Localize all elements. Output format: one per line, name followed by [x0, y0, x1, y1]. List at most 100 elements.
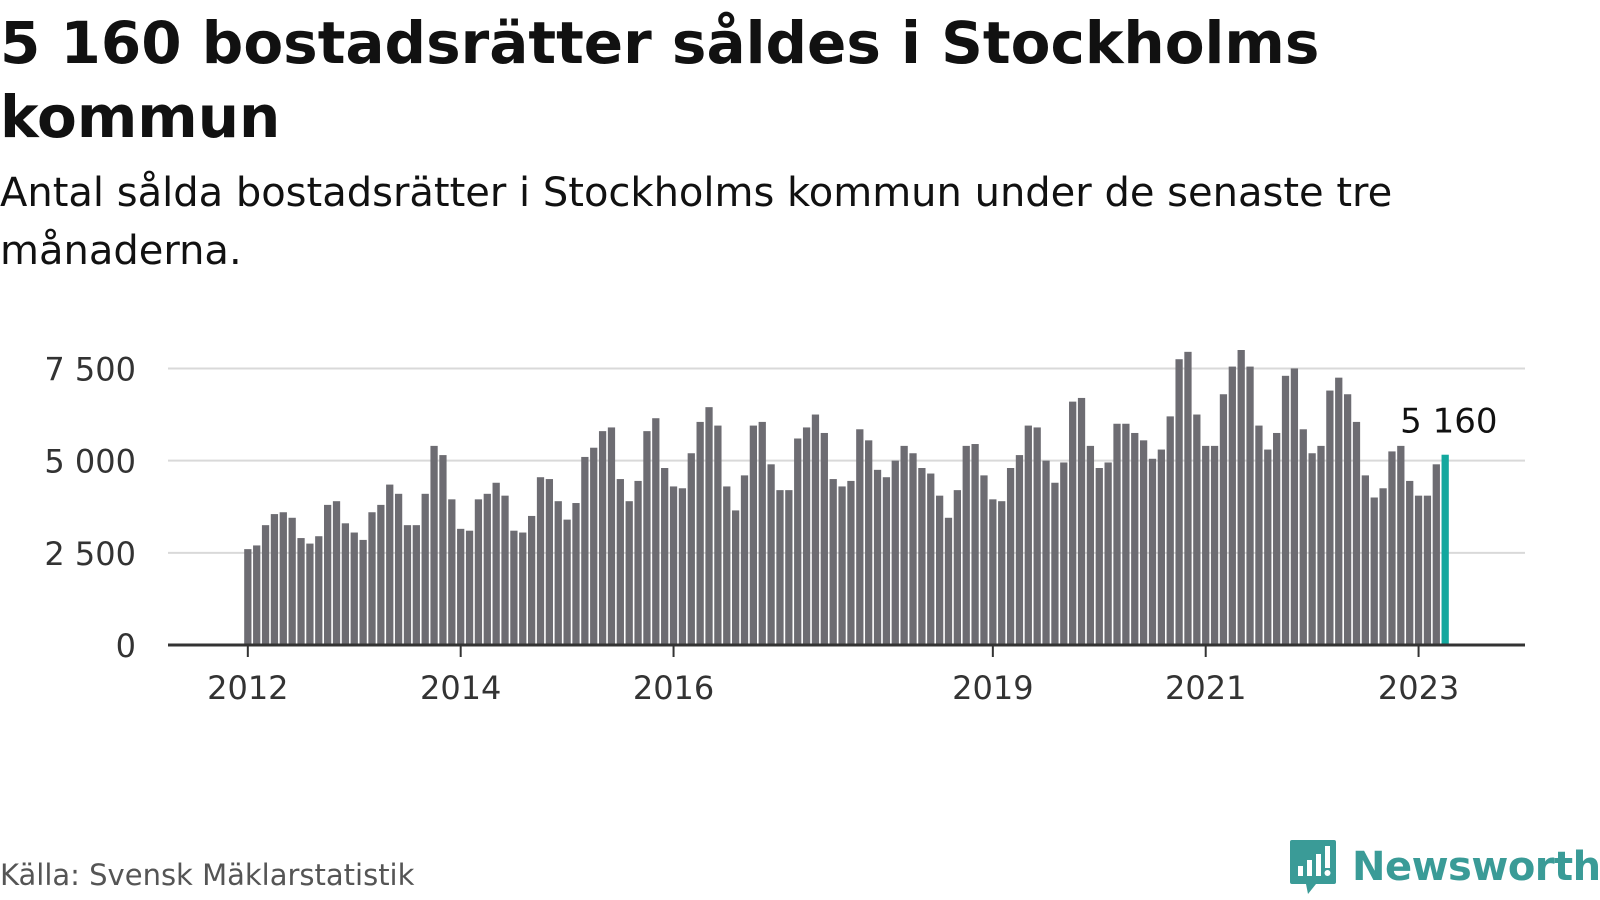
source-note: Källa: Svensk Mäklarstatistik	[0, 858, 414, 892]
bar	[874, 470, 881, 645]
bar	[1087, 446, 1094, 645]
bar	[679, 488, 686, 645]
brand-name: Newsworthy	[1352, 844, 1600, 890]
bar	[404, 525, 411, 645]
bar	[1096, 468, 1103, 645]
bar	[670, 486, 677, 645]
brand-logo[interactable]: Newsworthy	[1288, 838, 1600, 896]
bar	[1034, 427, 1041, 645]
bar	[510, 531, 517, 645]
x-tick-label: 2021	[1165, 669, 1246, 707]
x-tick-label: 2012	[207, 669, 288, 707]
bar	[466, 531, 473, 645]
bar	[989, 499, 996, 645]
bar	[1175, 359, 1182, 645]
bar	[359, 540, 366, 645]
bar	[599, 431, 606, 645]
bar	[1309, 453, 1316, 645]
bar	[395, 494, 402, 645]
bar	[351, 533, 358, 645]
bar	[936, 496, 943, 645]
bar	[1415, 496, 1422, 645]
bar	[1229, 367, 1236, 645]
bar	[1379, 488, 1386, 645]
bar	[555, 501, 562, 645]
bar	[1060, 462, 1067, 645]
bar	[422, 494, 429, 645]
bar	[1273, 433, 1280, 645]
bar	[537, 477, 544, 645]
bar	[927, 474, 934, 645]
bar	[1344, 394, 1351, 645]
bar	[484, 494, 491, 645]
bar	[1335, 378, 1342, 645]
bar	[1264, 450, 1271, 645]
bar	[838, 486, 845, 645]
bar	[963, 446, 970, 645]
y-tick-label: 0	[116, 627, 136, 665]
bar	[892, 461, 899, 645]
bar	[626, 501, 633, 645]
bar	[528, 516, 535, 645]
bar-highlight	[1442, 455, 1449, 645]
bar	[617, 479, 624, 645]
bar	[1300, 429, 1307, 645]
bar	[741, 475, 748, 645]
bar	[1371, 498, 1378, 646]
bar	[1149, 459, 1156, 645]
bar	[714, 426, 721, 645]
bar	[909, 453, 916, 645]
bar	[776, 490, 783, 645]
bar	[1051, 483, 1058, 645]
bar	[1211, 446, 1218, 645]
bar	[342, 523, 349, 645]
bar	[581, 457, 588, 645]
bar	[590, 448, 597, 645]
bar	[448, 499, 455, 645]
bar	[785, 490, 792, 645]
bar-chart: 0 2 500 5 000 7 500 2012 2014 2016 2019 2021 2023…	[0, 330, 1600, 720]
bar	[1433, 464, 1440, 645]
bar	[306, 544, 313, 645]
bar	[297, 538, 304, 645]
bar	[1025, 426, 1032, 645]
bar	[439, 455, 446, 645]
bar	[563, 520, 570, 645]
bar	[1406, 481, 1413, 645]
bar	[1246, 367, 1253, 645]
bar	[1069, 402, 1076, 645]
bar	[1282, 376, 1289, 645]
bar	[1424, 496, 1431, 645]
bar	[821, 433, 828, 645]
bar	[750, 426, 757, 645]
bar	[1078, 398, 1085, 645]
bar	[271, 514, 278, 645]
bar	[1042, 461, 1049, 645]
bar	[1158, 450, 1165, 645]
bar	[847, 481, 854, 645]
bar	[501, 496, 508, 645]
bar	[457, 529, 464, 645]
bar	[333, 501, 340, 645]
bar	[883, 477, 890, 645]
bar	[572, 503, 579, 645]
bar	[1122, 424, 1129, 645]
bar	[732, 510, 739, 645]
bar	[688, 453, 695, 645]
bar	[865, 440, 872, 645]
bar	[697, 422, 704, 645]
bar	[1167, 416, 1174, 645]
bar	[643, 431, 650, 645]
bar	[253, 545, 260, 645]
bar	[830, 479, 837, 645]
bar	[1202, 446, 1209, 645]
bar	[634, 481, 641, 645]
bar	[519, 533, 526, 645]
bar	[386, 485, 393, 645]
bar	[1362, 475, 1369, 645]
bar	[1193, 415, 1200, 645]
bar	[377, 505, 384, 645]
bar	[1353, 422, 1360, 645]
bar	[262, 525, 269, 645]
bar	[430, 446, 437, 645]
